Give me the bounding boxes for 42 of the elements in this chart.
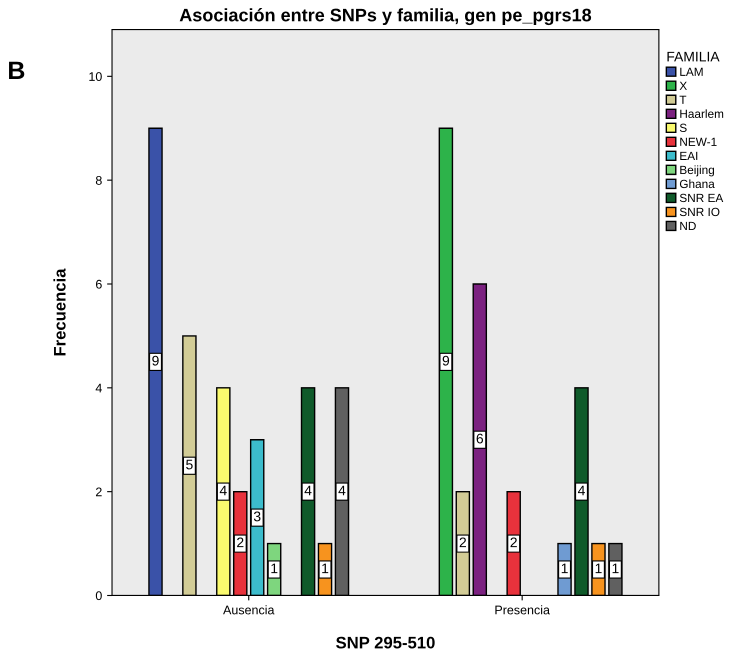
data-label: 4 bbox=[338, 486, 346, 496]
data-label: 1 bbox=[596, 564, 602, 574]
legend-label: Ghana bbox=[680, 179, 715, 188]
data-label: 9 bbox=[442, 356, 450, 366]
data-label: 6 bbox=[476, 434, 484, 444]
data-label: 4 bbox=[304, 486, 312, 496]
legend-label: SNR EA bbox=[680, 194, 724, 202]
legend-label: EAI bbox=[680, 152, 698, 160]
y-tick-label: 2 bbox=[96, 487, 102, 496]
data-label: 1 bbox=[271, 564, 278, 574]
data-label: 4 bbox=[578, 486, 585, 496]
legend-label: Haarlem bbox=[680, 109, 724, 118]
data-label: 1 bbox=[612, 564, 619, 574]
text: B bbox=[9, 62, 24, 79]
chart-title: Asociación entre SNPs y familia, gen pe_pgrs18 bbox=[180, 8, 592, 26]
data-label: 2 bbox=[460, 537, 466, 548]
data-label: 4 bbox=[220, 486, 227, 496]
legend-label: S bbox=[680, 124, 687, 132]
legend-title: FAMILIA bbox=[667, 52, 720, 62]
y-axis-title: Frecuencia bbox=[53, 268, 66, 356]
legend-label: ND bbox=[680, 222, 696, 230]
legend-label: Beijing bbox=[680, 165, 714, 176]
legend-label: T bbox=[680, 96, 686, 104]
y-tick-label: 10 bbox=[89, 72, 102, 81]
data-label: 1 bbox=[322, 564, 328, 574]
y-tick-label: 6 bbox=[96, 280, 102, 289]
y-tick-label: 0 bbox=[96, 591, 102, 600]
data-label: 2 bbox=[510, 537, 517, 548]
legend-label: LAM bbox=[680, 68, 703, 76]
data-label: 9 bbox=[152, 356, 159, 366]
legend-label: X bbox=[680, 82, 687, 90]
x-axis-title: SNP 295-510 bbox=[336, 636, 435, 649]
data-label: 1 bbox=[562, 564, 568, 574]
y-tick-label: 4 bbox=[96, 384, 102, 392]
legend-label: SNR IO bbox=[680, 208, 720, 216]
legend-label: NEW-1 bbox=[680, 138, 717, 146]
x-tick-label: Presencia bbox=[495, 605, 550, 614]
data-label: 5 bbox=[186, 460, 193, 470]
data-label: 3 bbox=[254, 512, 260, 522]
x-tick-label: Ausencia bbox=[223, 605, 274, 614]
data-label: 2 bbox=[237, 537, 244, 548]
y-tick-label: 8 bbox=[96, 176, 102, 185]
